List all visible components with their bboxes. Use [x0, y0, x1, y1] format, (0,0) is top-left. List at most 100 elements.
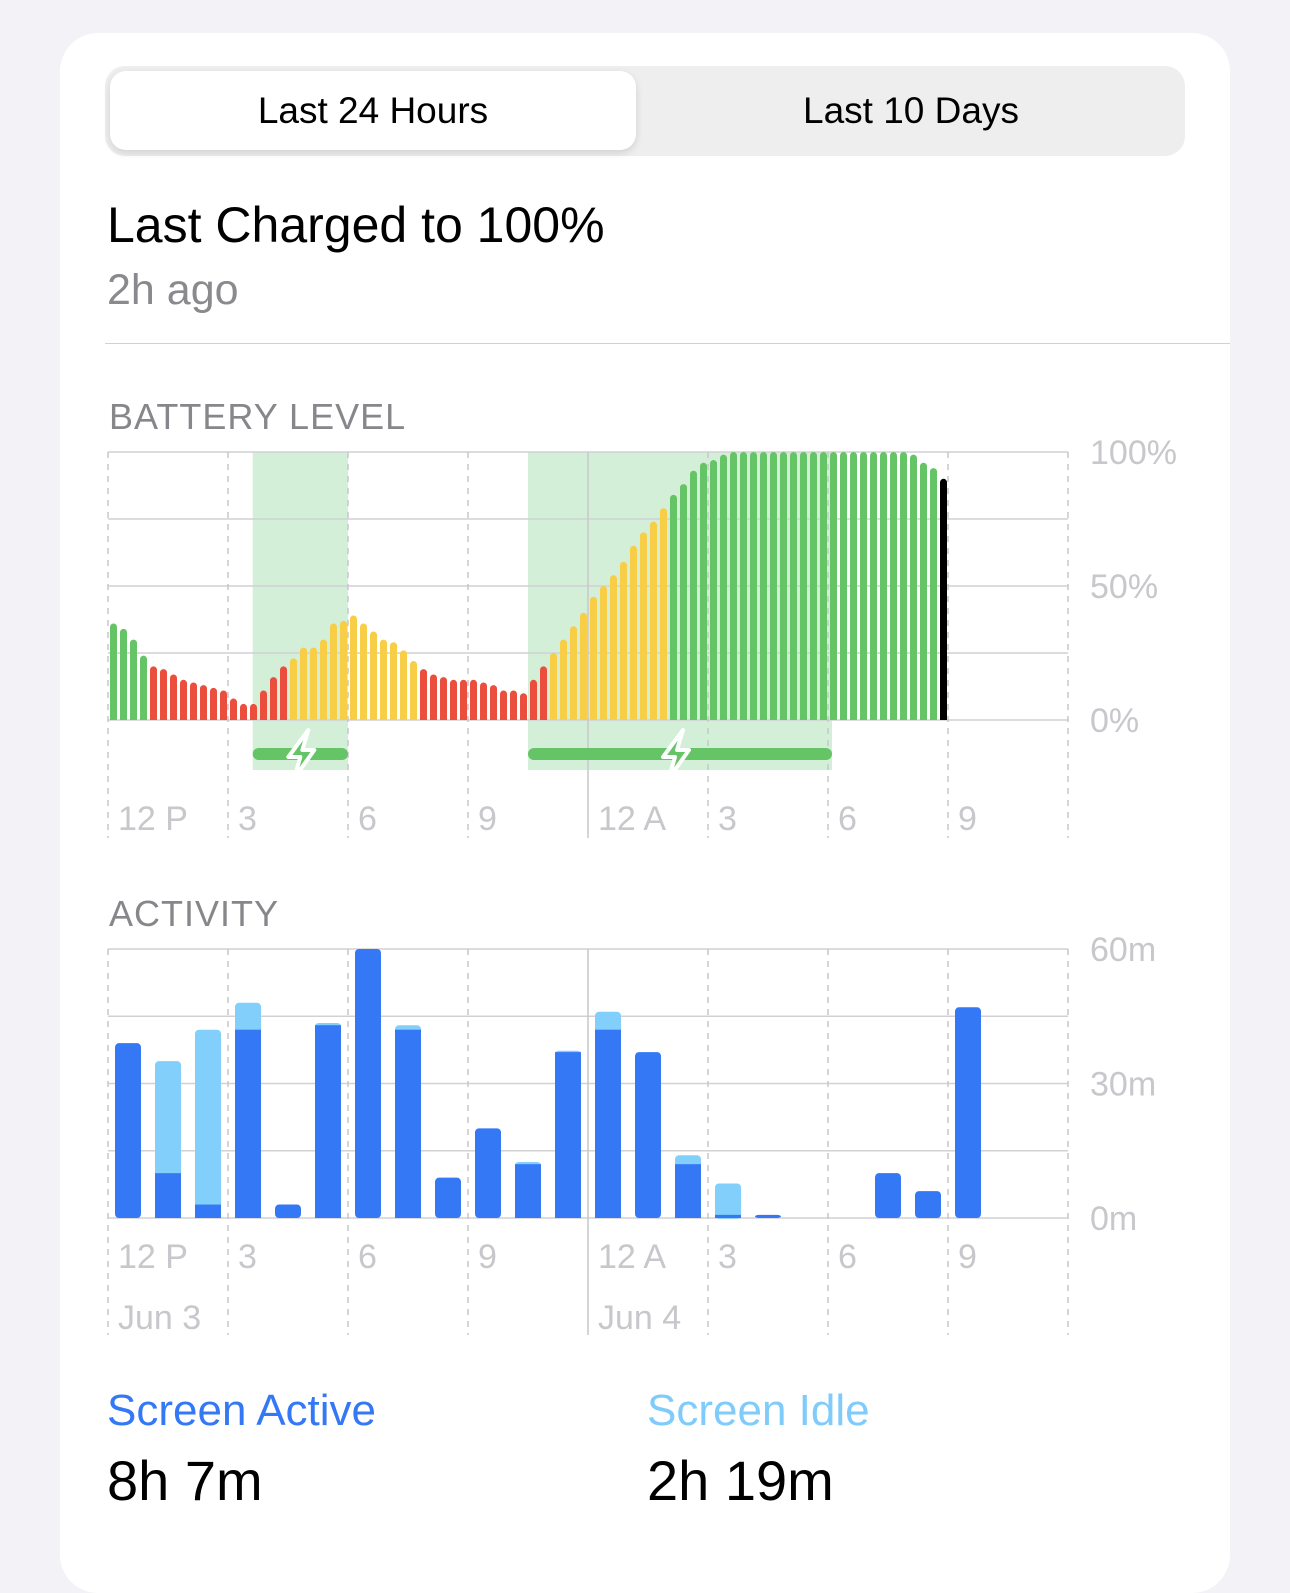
battery-bar-base: [270, 716, 277, 720]
battery-bar: [790, 452, 797, 720]
battery-bar: [750, 452, 757, 720]
battery-bar-base: [930, 716, 937, 720]
battery-bar-base: [790, 716, 797, 720]
battery-bar-base: [150, 716, 157, 720]
battery-xtick-label: 3: [718, 800, 737, 838]
battery-bar: [780, 452, 787, 720]
screen-active-bar: [235, 1029, 261, 1218]
battery-bar-base: [860, 716, 867, 720]
battery-bar-base: [710, 716, 717, 720]
battery-bar-base: [740, 716, 747, 720]
battery-bar-base: [480, 716, 487, 720]
screen-active-bar: [915, 1191, 941, 1218]
battery-bar: [560, 639, 567, 720]
screen-active-bar: [555, 1052, 581, 1218]
battery-bar: [130, 639, 137, 720]
date-label: Jun 4: [598, 1299, 681, 1337]
battery-bar: [190, 682, 197, 720]
battery-bar: [180, 679, 187, 720]
battery-bar: [740, 452, 747, 720]
screen-active-label: Screen Active: [107, 1386, 377, 1435]
screen-active-bar: [395, 1029, 421, 1218]
screen-active-bar: [875, 1173, 901, 1218]
screen-idle-value: 2h 19m: [647, 1449, 834, 1512]
battery-bar-base: [550, 716, 557, 720]
battery-level-heading: BATTERY LEVEL: [109, 396, 407, 437]
battery-xtick-label: 9: [478, 800, 497, 838]
battery-bar: [460, 679, 467, 720]
battery-bar: [410, 661, 417, 720]
date-label: Jun 3: [118, 1299, 201, 1337]
battery-bar: [940, 478, 947, 720]
screen-idle-label: Screen Idle: [647, 1386, 870, 1435]
battery-bar: [330, 623, 337, 720]
battery-ytick-label: 50%: [1090, 568, 1158, 606]
battery-bar-base: [290, 716, 297, 720]
battery-bar: [530, 679, 537, 720]
battery-bar: [290, 658, 297, 720]
battery-bar: [520, 693, 527, 720]
activity-xtick-label: 9: [478, 1238, 497, 1276]
battery-bar: [770, 452, 777, 720]
battery-bar-base: [390, 716, 397, 720]
battery-bar-base: [780, 716, 787, 720]
battery-bar-base: [110, 716, 117, 720]
battery-bar: [810, 452, 817, 720]
battery-bar: [400, 650, 407, 720]
battery-bar-base: [440, 716, 447, 720]
activity-xtick-label: 6: [358, 1238, 377, 1276]
screen-active-bar: [675, 1164, 701, 1218]
screen-active-bar: [275, 1204, 301, 1218]
battery-xtick-label: 6: [838, 800, 857, 838]
battery-bar: [110, 623, 117, 720]
screen-active-bar: [315, 1025, 341, 1218]
battery-bar: [730, 452, 737, 720]
battery-bar-base: [320, 716, 327, 720]
battery-bar-base: [720, 716, 727, 720]
charging-period-shade: [252, 452, 348, 770]
battery-bar-base: [890, 716, 897, 720]
battery-bar: [600, 586, 607, 720]
battery-bar: [380, 639, 387, 720]
battery-bar-base: [590, 716, 597, 720]
last-charged-title: Last Charged to 100%: [107, 197, 605, 253]
battery-bar-base: [800, 716, 807, 720]
battery-bar-base: [870, 716, 877, 720]
screen-active-bar: [435, 1177, 461, 1218]
battery-bar-base: [940, 716, 947, 720]
battery-bar: [350, 615, 357, 720]
battery-bar-base: [820, 716, 827, 720]
battery-bar: [160, 669, 167, 720]
battery-bar-base: [640, 716, 647, 720]
battery-xtick-label: 3: [238, 800, 257, 838]
battery-bar-base: [260, 716, 267, 720]
battery-bar: [860, 452, 867, 720]
battery-bar-base: [490, 716, 497, 720]
tab-last-10-days[interactable]: Last 10 Days: [803, 89, 1019, 131]
battery-bar: [500, 690, 507, 720]
battery-bar: [720, 454, 727, 720]
battery-bar: [840, 452, 847, 720]
battery-bar-base: [360, 716, 367, 720]
charts: 100% 50% 0% 12 P 3 6 9 12 A 3 6 9 60m 30m 0m 12 P 3 6 9 12…: [107, 434, 1177, 1337]
battery-bar: [880, 452, 887, 720]
screen-active-bar: [715, 1214, 741, 1218]
battery-bar-base: [160, 716, 167, 720]
activity-xtick-label: 3: [238, 1238, 257, 1276]
charging-bolt-icon: [661, 728, 691, 780]
battery-bar: [390, 642, 397, 720]
battery-bar-base: [920, 716, 927, 720]
battery-bar: [820, 452, 827, 720]
battery-bar-base: [560, 716, 567, 720]
battery-bar: [240, 703, 247, 720]
battery-bar-base: [750, 716, 757, 720]
battery-bar-base: [850, 716, 857, 720]
battery-bar: [540, 666, 547, 720]
battery-bar: [140, 655, 147, 720]
battery-bar: [930, 468, 937, 720]
battery-bar-base: [580, 716, 587, 720]
tab-last-24-hours[interactable]: Last 24 Hours: [110, 71, 636, 150]
battery-bar: [620, 561, 627, 720]
battery-bar: [370, 631, 377, 720]
battery-bar-base: [340, 716, 347, 720]
